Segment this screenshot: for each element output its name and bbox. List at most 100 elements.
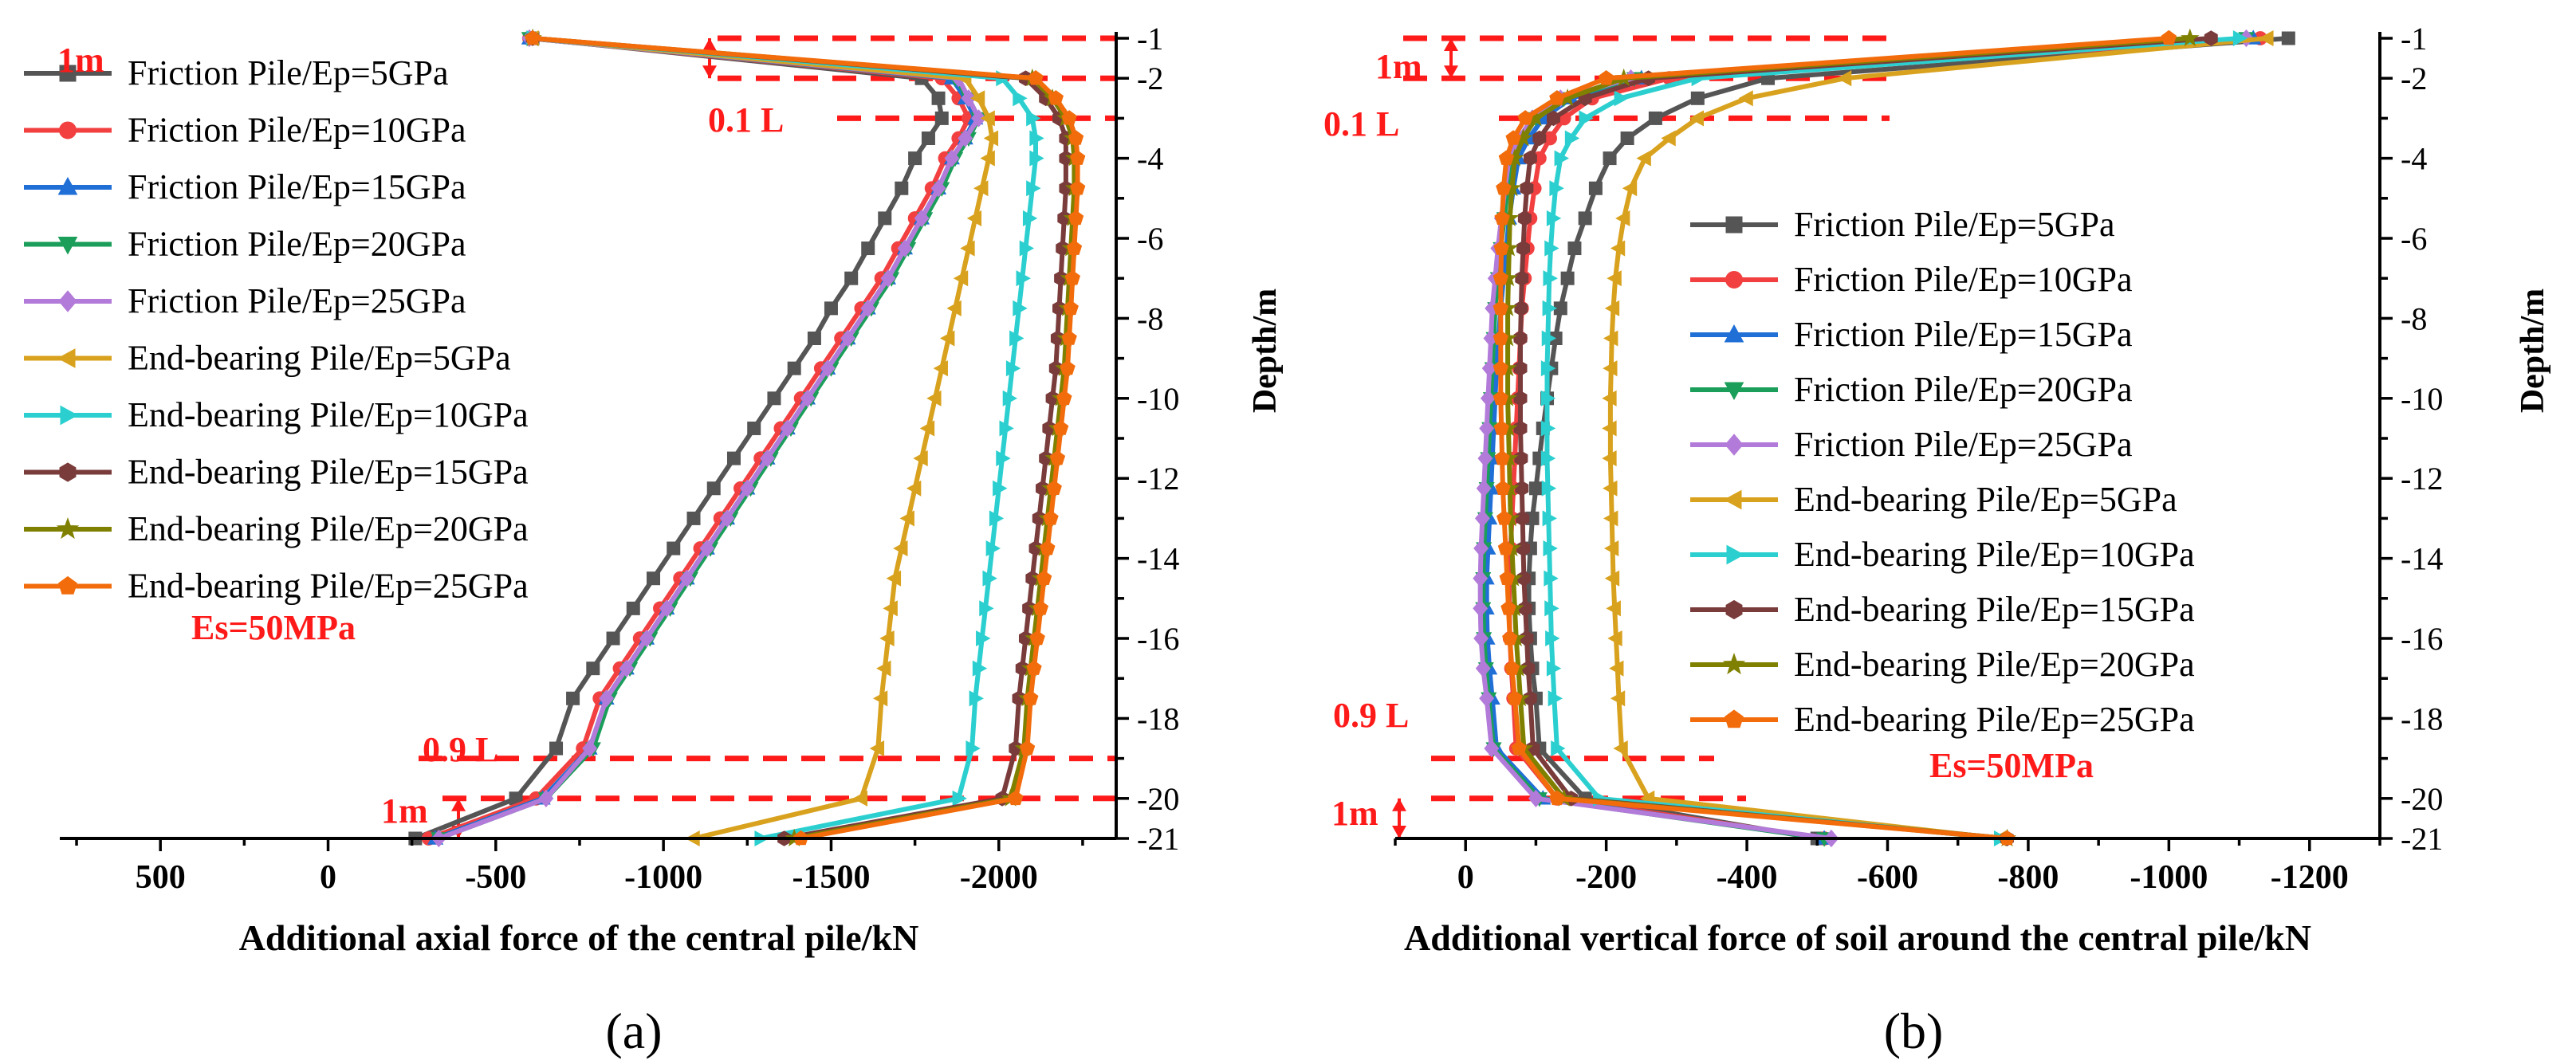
legend-item: Friction Pile/Ep=10GPa: [24, 111, 466, 150]
data-point: [969, 90, 985, 107]
legend-item: Friction Pile/Ep=15GPa: [24, 167, 466, 206]
y-tick-label: -18: [1137, 701, 1179, 736]
data-point: [980, 110, 995, 127]
data-point: [1607, 270, 1622, 287]
data-point: [914, 209, 930, 228]
legend-swatch-marker: [60, 405, 79, 426]
series-9-pentagon: [525, 29, 1086, 846]
legend-swatch-marker: [58, 290, 77, 312]
legend-swatch-marker: [1725, 599, 1743, 620]
data-point: [699, 539, 715, 558]
data-point: [706, 481, 721, 496]
panel-b-one-m-top-label: 1m: [1375, 47, 1422, 86]
panel-a-one-m-top-label: 1m: [57, 41, 104, 80]
data-point: [1023, 690, 1039, 705]
data-point: [1603, 510, 1618, 527]
data-point: [1514, 300, 1528, 316]
data-point: [1622, 180, 1638, 197]
series-4-diamond: [431, 29, 986, 848]
data-point: [1008, 790, 1024, 806]
data-point: [1029, 130, 1044, 147]
data-point: [966, 740, 981, 757]
legend-swatch-marker: [57, 176, 78, 195]
legend-label: Friction Pile/Ep=5GPa: [1794, 205, 2114, 244]
data-point: [1026, 110, 1041, 127]
data-point: [1019, 740, 1036, 756]
data-point: [1029, 630, 1045, 646]
data-point: [852, 790, 868, 807]
legend-swatch-marker: [1724, 382, 1744, 401]
data-point: [860, 299, 876, 318]
data-point: [1474, 509, 1490, 528]
data-point: [679, 569, 695, 587]
data-point: [1061, 330, 1077, 345]
data-point: [1648, 111, 1662, 125]
panel-b-series: [1473, 28, 2295, 848]
data-point: [767, 391, 781, 406]
data-point: [1496, 180, 1512, 195]
y-tick-label: -8: [1137, 300, 1163, 336]
legend-item: Friction Pile/Ep=5GPa: [24, 53, 448, 92]
data-point: [921, 132, 935, 145]
series-8-star: [523, 28, 1084, 846]
data-point: [747, 421, 761, 435]
data-point: [976, 630, 991, 647]
series-6-triangle-right: [1540, 29, 2248, 847]
legend-item: Friction Pile/Ep=20GPa: [1690, 370, 2132, 409]
data-point: [953, 270, 969, 287]
data-point: [1516, 240, 1531, 257]
data-point: [1516, 510, 1530, 527]
data-point: [930, 179, 946, 198]
data-point: [876, 660, 891, 677]
legend-swatch-marker: [1724, 709, 1744, 728]
data-point: [971, 109, 986, 128]
panel-a-caption: (a): [605, 1003, 662, 1059]
data-point: [1549, 90, 1565, 105]
legend-label: End-bearing Pile/Ep=15GPa: [128, 453, 529, 492]
data-point: [983, 130, 999, 147]
series-0-square: [408, 31, 949, 846]
data-point: [1064, 269, 1081, 285]
data-point: [1544, 600, 1559, 617]
legend-label: End-bearing Pile/Ep=5GPa: [1794, 480, 2177, 519]
data-point: [1540, 450, 1556, 467]
data-point: [1032, 600, 1049, 615]
data-point: [1610, 240, 1626, 257]
data-point: [1513, 420, 1528, 437]
data-point: [1026, 180, 1041, 197]
y-tick-label: -12: [2401, 461, 2443, 497]
data-point: [1052, 420, 1069, 435]
data-point: [1493, 300, 1509, 316]
data-point: [1048, 90, 1064, 105]
panel-b-axes: 0 -200 -400 -600 -800 -1000 -1200 -1 -2 -4 -6 -8 -10…: [1394, 21, 2443, 896]
panel-a-l01-label: 0.1 L: [708, 100, 784, 139]
data-point: [599, 689, 615, 708]
panel-b-l09-label: 0.9 L: [1333, 696, 1409, 735]
data-point: [2161, 29, 2177, 45]
legend-swatch-marker: [56, 517, 80, 540]
data-point: [960, 240, 975, 257]
data-point: [1493, 359, 1509, 375]
data-point: [1604, 300, 1620, 316]
legend-swatch-marker: [1726, 544, 1745, 565]
data-point: [1598, 69, 1614, 85]
data-point: [1036, 570, 1052, 585]
data-point: [525, 29, 541, 45]
data-point: [1517, 210, 1532, 226]
legend-swatch-marker: [57, 575, 78, 595]
bracket-arrow-down: [1392, 826, 1406, 838]
x-tick-label: -400: [1717, 859, 1778, 896]
data-point: [719, 509, 735, 528]
data-point: [1532, 130, 1547, 147]
panel-b-xlabel: Additional vertical force of soil around…: [1404, 917, 2311, 958]
y-tick-label: -1: [2401, 21, 2427, 57]
x-tick-label: 0: [320, 859, 336, 896]
legend-label: Friction Pile/Ep=15GPa: [128, 167, 466, 206]
legend-label: Friction Pile/Ep=25GPa: [128, 281, 466, 320]
data-point: [872, 690, 888, 707]
legend-item: Friction Pile/Ep=5GPa: [1690, 205, 2114, 244]
legend-swatch-marker: [1725, 434, 1744, 456]
legend-swatch-marker: [57, 348, 76, 368]
legend-label: Friction Pile/Ep=25GPa: [1794, 425, 2132, 464]
data-point: [1028, 69, 1044, 85]
